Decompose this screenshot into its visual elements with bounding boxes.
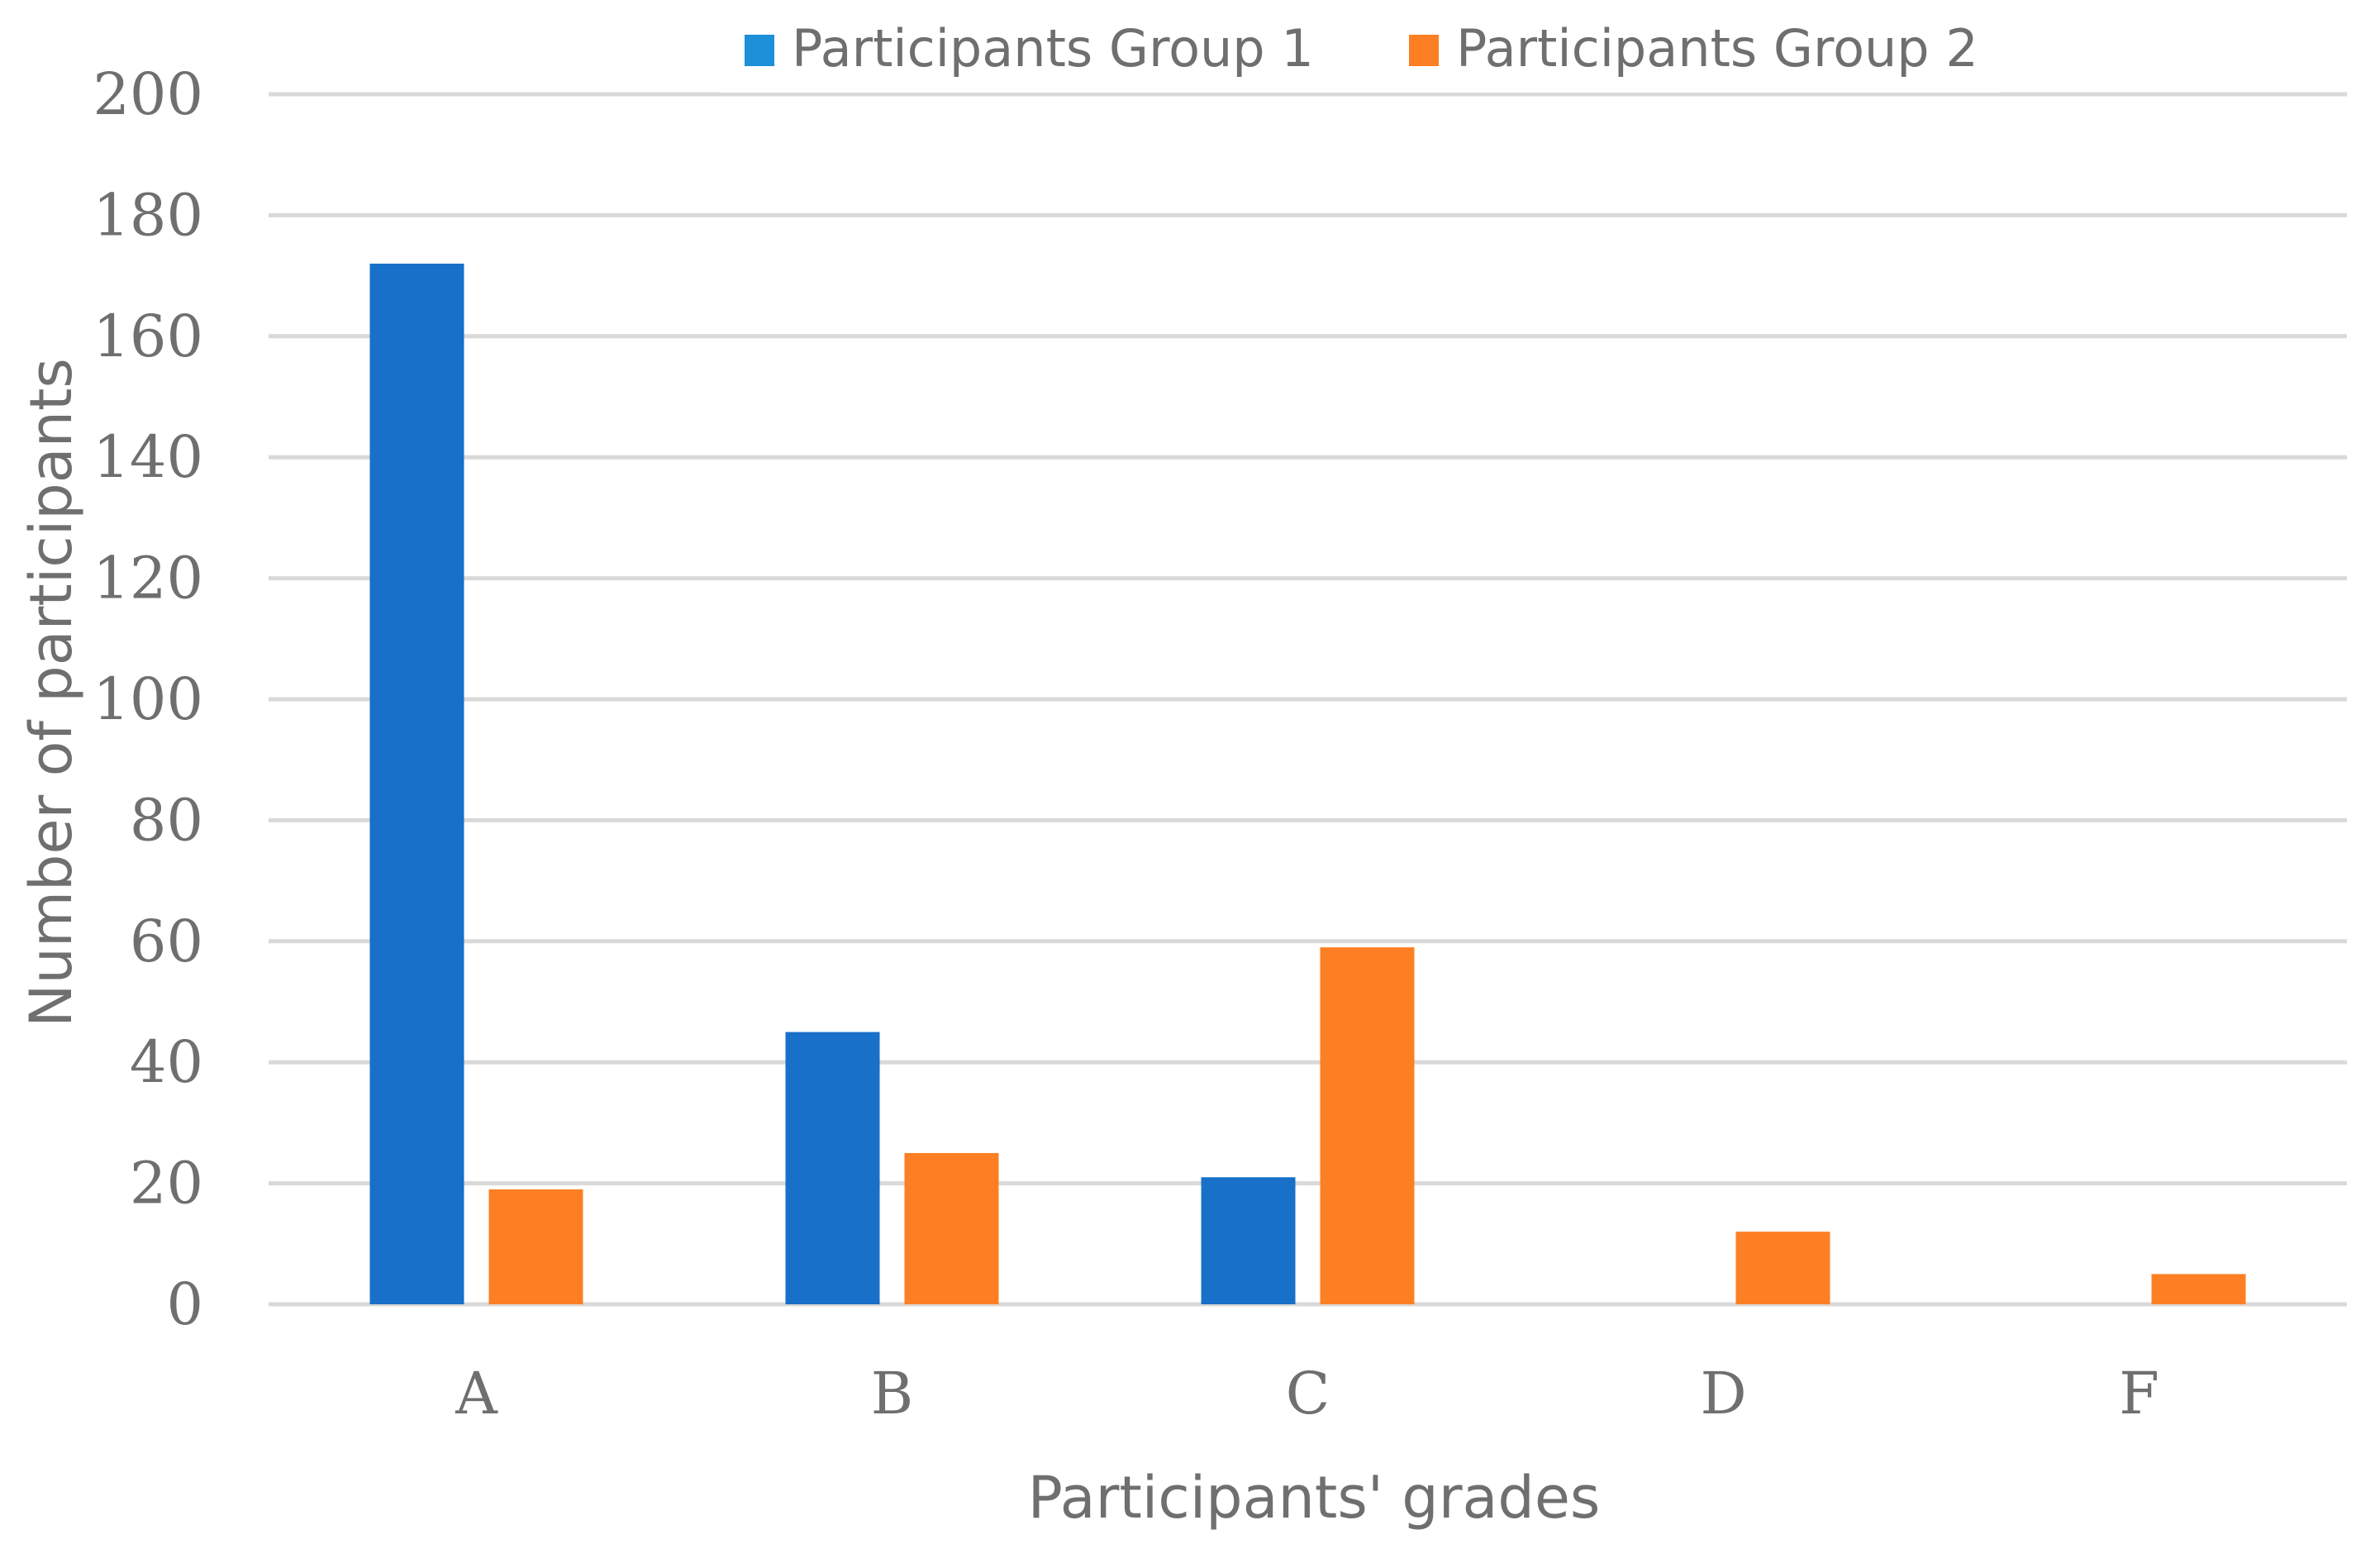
legend-marker-group-2 bbox=[1409, 35, 1439, 66]
y-tick-label: 20 bbox=[130, 1150, 203, 1218]
x-tick-label: D bbox=[1700, 1360, 1746, 1427]
bar-group-1-b bbox=[785, 1032, 880, 1304]
bars bbox=[369, 263, 2246, 1305]
legend: Participants Group 1 Participants Group … bbox=[719, 10, 2000, 93]
bar-group-2-c bbox=[1320, 947, 1415, 1304]
y-tick-label: 160 bbox=[93, 303, 203, 370]
y-axis-title: Number of participants bbox=[17, 358, 85, 1027]
legend-label-group-2: Participants Group 2 bbox=[1456, 18, 1978, 79]
x-tick-label: A bbox=[455, 1360, 498, 1427]
y-tick-label: 200 bbox=[93, 60, 203, 128]
gridlines bbox=[269, 92, 2347, 1307]
y-tick-label: 100 bbox=[93, 665, 203, 733]
y-tick-label: 140 bbox=[93, 423, 203, 491]
y-tick-label: 180 bbox=[93, 181, 203, 249]
bar-group-2-b bbox=[904, 1153, 999, 1304]
legend-marker-group-1 bbox=[745, 35, 774, 66]
x-tick-label: C bbox=[1286, 1360, 1330, 1427]
bar-group-2-a bbox=[488, 1189, 583, 1304]
legend-background bbox=[719, 10, 2000, 93]
y-tick-label: 60 bbox=[130, 908, 203, 975]
y-tick-label: 40 bbox=[130, 1028, 203, 1096]
x-tick-label: B bbox=[871, 1360, 913, 1427]
y-tick-label: 120 bbox=[93, 545, 203, 612]
bar-group-2-f bbox=[2151, 1274, 2246, 1304]
y-axis-ticks: 0 20 40 60 80 100 120 140 160 180 200 bbox=[93, 60, 203, 1338]
bar-group-1-c bbox=[1201, 1177, 1296, 1304]
y-tick-label: 0 bbox=[166, 1270, 203, 1338]
x-axis-title: Participants' grades bbox=[1028, 1464, 1601, 1532]
x-tick-label: F bbox=[2119, 1360, 2159, 1427]
legend-label-group-1: Participants Group 1 bbox=[792, 18, 1314, 79]
y-tick-label: 80 bbox=[130, 786, 203, 854]
bar-group-1-a bbox=[369, 263, 464, 1305]
bar-group-2-d bbox=[1735, 1232, 1830, 1304]
